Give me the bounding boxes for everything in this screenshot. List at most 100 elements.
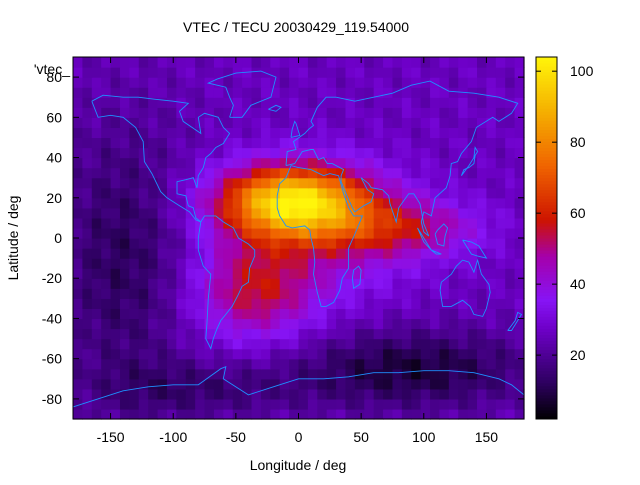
heatmap-cell — [336, 318, 347, 330]
heatmap-cell — [223, 388, 234, 400]
heatmap-cell — [486, 197, 497, 209]
heatmap-cell — [289, 258, 300, 269]
heatmap-cell — [439, 268, 450, 279]
heatmap-cell — [354, 197, 365, 209]
heatmap-cell — [119, 398, 130, 410]
heatmap-cell — [289, 227, 300, 239]
heatmap-cell — [110, 57, 121, 68]
heatmap-cell — [383, 358, 394, 370]
heatmap-cell — [373, 358, 384, 370]
heatmap-cell — [138, 368, 149, 380]
heatmap-cell — [392, 117, 403, 128]
heatmap-cell — [213, 167, 224, 179]
heatmap-cell — [430, 238, 441, 249]
heatmap-cell — [364, 268, 375, 279]
heatmap-cell — [467, 238, 478, 249]
heatmap-cell — [401, 338, 412, 350]
heatmap-cell — [176, 258, 187, 269]
heatmap-cell — [495, 238, 506, 249]
heatmap-cell — [439, 338, 450, 350]
heatmap-cell — [354, 227, 365, 239]
coastline — [290, 120, 301, 138]
heatmap-cell — [458, 57, 469, 68]
heatmap-cell — [138, 348, 149, 360]
heatmap-cell — [298, 308, 309, 320]
heatmap-cell — [242, 318, 253, 330]
heatmap-cell — [242, 97, 253, 108]
heatmap-cell — [439, 408, 450, 420]
heatmap-cell — [270, 268, 281, 279]
heatmap-cell — [148, 348, 159, 360]
heatmap-cell — [317, 238, 328, 249]
heatmap-cell — [232, 328, 243, 340]
heatmap-cell — [495, 227, 506, 239]
heatmap-cell — [138, 398, 149, 410]
heatmap-cell — [110, 137, 121, 149]
heatmap-cell — [439, 87, 450, 98]
heatmap-cell — [467, 298, 478, 309]
colorbar-band — [536, 135, 557, 139]
heatmap-cell — [157, 318, 168, 330]
heatmap-cell — [242, 107, 253, 118]
heatmap-cell — [176, 298, 187, 309]
heatmap-cell — [176, 268, 187, 279]
heatmap-cell — [213, 147, 224, 159]
heatmap-cell — [279, 248, 290, 259]
colorbar-band — [536, 253, 557, 257]
heatmap-cell — [430, 358, 441, 370]
colorbar-tick-label: 100 — [570, 63, 594, 79]
heatmap-cell — [270, 107, 281, 118]
heatmap-cell — [129, 107, 140, 118]
heatmap-cell — [223, 147, 234, 159]
heatmap-cell — [354, 328, 365, 340]
colorbar-band — [536, 343, 557, 348]
heatmap-cell — [232, 338, 243, 350]
heatmap-cell — [439, 177, 450, 189]
heatmap-cell — [392, 167, 403, 179]
heatmap-cell — [138, 268, 149, 279]
heatmap-cell — [317, 77, 328, 88]
heatmap-cell — [326, 378, 337, 390]
colorbar-band — [536, 292, 557, 296]
heatmap-cell — [279, 87, 290, 98]
heatmap-cell — [148, 77, 159, 88]
heatmap-cell — [420, 308, 431, 320]
heatmap-cell — [242, 348, 253, 360]
heatmap-cell — [298, 87, 309, 98]
heatmap-cell — [82, 268, 93, 279]
heatmap-cell — [298, 137, 309, 149]
heatmap-cell — [242, 288, 253, 299]
heatmap-cell — [270, 167, 281, 179]
heatmap-cell — [148, 268, 159, 279]
heatmap-cell — [448, 117, 459, 128]
heatmap-cell — [307, 278, 318, 289]
heatmap-cell — [138, 408, 149, 420]
heatmap-cell — [129, 378, 140, 390]
heatmap-cell — [514, 77, 525, 88]
heatmap-cell — [148, 388, 159, 400]
heatmap-cell — [223, 167, 234, 179]
heatmap-cell — [420, 358, 431, 370]
heatmap-cell — [223, 398, 234, 410]
heatmap-cell — [345, 177, 356, 189]
heatmap-cell — [373, 248, 384, 259]
heatmap-cell — [213, 177, 224, 189]
heatmap-cell — [101, 127, 112, 139]
heatmap-cell — [138, 67, 149, 78]
heatmap-cell — [477, 248, 488, 259]
heatmap-cell — [448, 268, 459, 279]
heatmap-cell — [119, 207, 130, 219]
heatmap-cell — [505, 408, 516, 420]
heatmap-cell — [345, 227, 356, 239]
heatmap-cell — [119, 298, 130, 309]
colorbar-band — [536, 87, 557, 91]
heatmap-cell — [232, 197, 243, 209]
heatmap-cell — [166, 248, 177, 259]
heatmap-cell — [420, 328, 431, 340]
heatmap-cell — [176, 167, 187, 179]
heatmap-cell — [73, 67, 83, 78]
heatmap-cell — [270, 177, 281, 189]
heatmap-cell — [383, 398, 394, 410]
heatmap-cell — [73, 358, 83, 370]
colorbar-band — [536, 313, 557, 317]
